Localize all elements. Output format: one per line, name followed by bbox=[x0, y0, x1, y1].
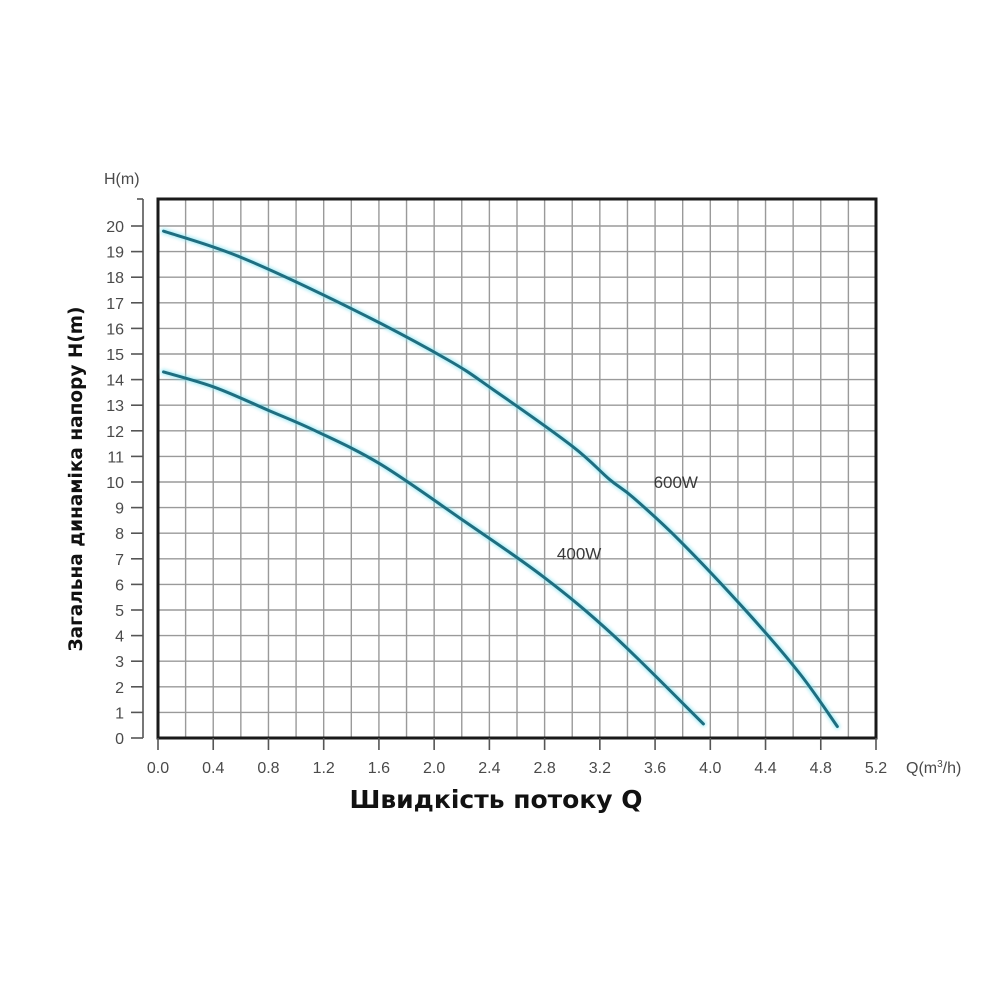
x-tick-label: 3.6 bbox=[644, 760, 666, 777]
curve-600w bbox=[162, 229, 839, 728]
y-tick-label: 2 bbox=[115, 680, 124, 697]
x-tick-label: 3.2 bbox=[589, 760, 611, 777]
x-tick-label: 2.4 bbox=[478, 760, 500, 777]
y-tick-label: 17 bbox=[106, 296, 124, 313]
y-tick-label: 18 bbox=[106, 270, 124, 287]
y-unit-label: H(m) bbox=[104, 171, 140, 188]
y-tick-label: 6 bbox=[115, 577, 124, 594]
y-tick-label: 10 bbox=[106, 475, 124, 492]
x-tick-label: 2.0 bbox=[423, 760, 445, 777]
y-axis-title: Загальна динаміка напору H(m) bbox=[66, 306, 87, 651]
y-tick-label: 14 bbox=[106, 373, 124, 390]
y-tick-label: 16 bbox=[106, 321, 124, 338]
x-tick-label: 4.8 bbox=[810, 760, 832, 777]
x-tick-label: 4.4 bbox=[754, 760, 776, 777]
x-tick-label: 4.0 bbox=[699, 760, 721, 777]
x-axis: 0.0 0.4 0.8 1.2 1.6 2.0 2.4 2.8 3.2 3.6 4.0 4.4 4.8 5… bbox=[147, 738, 887, 777]
y-tick-label: 19 bbox=[106, 245, 124, 262]
series-labels: 600W 400W bbox=[557, 473, 698, 564]
x-axis-title: Швидкість потоку Q bbox=[349, 785, 642, 814]
y-tick-label: 9 bbox=[115, 501, 124, 518]
y-tick-label: 11 bbox=[107, 449, 124, 466]
y-tick-label: 0 bbox=[115, 731, 124, 748]
y-tick-label: 20 bbox=[106, 219, 124, 236]
y-tick-label: 7 bbox=[115, 552, 124, 569]
x-tick-label: 0.8 bbox=[257, 760, 279, 777]
plot-frame bbox=[156, 197, 878, 740]
y-tick-label: 8 bbox=[115, 526, 124, 543]
curve-400w bbox=[162, 370, 705, 726]
y-tick-label: 13 bbox=[106, 398, 124, 415]
x-tick-label: 0.4 bbox=[202, 760, 224, 777]
y-tick-label: 15 bbox=[106, 347, 124, 364]
series-label-600w: 600W bbox=[654, 473, 698, 492]
y-tick-label: 4 bbox=[115, 629, 124, 646]
x-tick-label: 5.2 bbox=[865, 760, 887, 777]
series-label-400w: 400W bbox=[557, 545, 601, 564]
x-tick-label: 0.0 bbox=[147, 760, 169, 777]
grid bbox=[158, 199, 876, 738]
y-tick-label: 3 bbox=[115, 654, 124, 671]
x-tick-label: 1.2 bbox=[313, 760, 335, 777]
y-tick-label: 5 bbox=[115, 603, 124, 620]
x-tick-label: 1.6 bbox=[368, 760, 390, 777]
y-tick-label: 1 bbox=[115, 705, 124, 722]
x-unit-label: Q(m3/h) bbox=[906, 759, 961, 777]
x-tick-label: 2.8 bbox=[533, 760, 555, 777]
y-tick-label: 12 bbox=[106, 424, 124, 441]
curve-halo-600w bbox=[160, 228, 841, 730]
curves bbox=[160, 228, 841, 730]
